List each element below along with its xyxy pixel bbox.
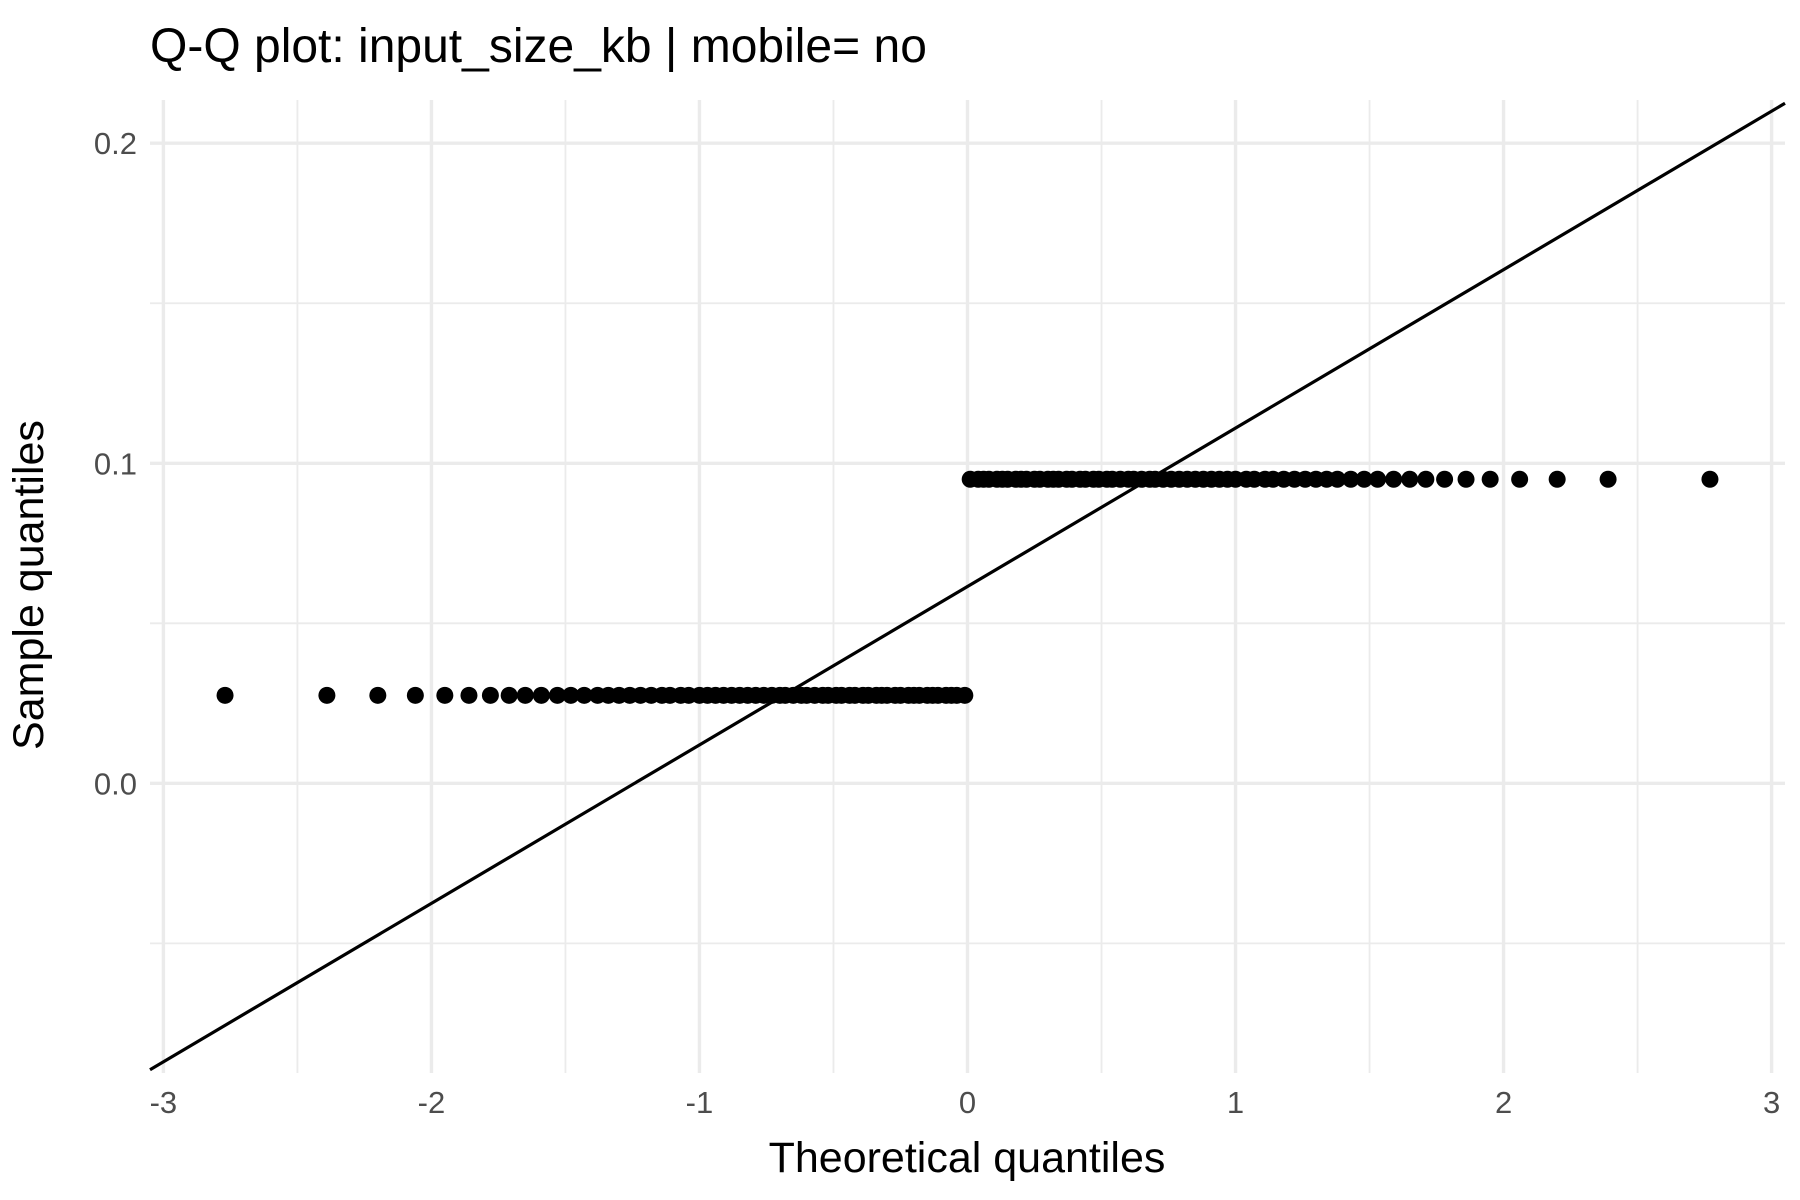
qq-point — [548, 686, 566, 704]
qq-point — [562, 686, 580, 704]
qq-point — [1701, 470, 1719, 488]
x-tick-label: 0 — [959, 1085, 976, 1120]
qq-reference-line — [149, 101, 1786, 1072]
qq-point — [575, 686, 593, 704]
qq-point — [1328, 470, 1346, 488]
points-layer — [216, 470, 1719, 704]
y-axis-title: Sample quantiles — [5, 420, 53, 750]
qq-point — [1355, 470, 1373, 488]
qq-point — [1599, 470, 1617, 488]
x-axis-title: Theoretical quantiles — [769, 1134, 1166, 1182]
qq-point — [516, 686, 534, 704]
x-tick-label: -3 — [150, 1085, 178, 1120]
y-tick-label: 0.0 — [94, 766, 137, 801]
qq-point — [436, 686, 454, 704]
qq-point — [1481, 470, 1499, 488]
y-tick-label: 0.1 — [94, 446, 137, 481]
tick-label-layer: -3 -2 -1 0 1 2 3 0.0 0.1 0.2 — [94, 126, 1780, 1120]
qq-point — [1436, 470, 1454, 488]
qq-point — [460, 686, 478, 704]
qq-point — [956, 686, 974, 704]
x-tick-label: -1 — [686, 1085, 714, 1120]
qq-point — [1548, 470, 1566, 488]
qq-point — [1457, 470, 1475, 488]
x-tick-label: 3 — [1763, 1085, 1780, 1120]
reference-line-layer — [149, 101, 1786, 1072]
qq-point — [532, 686, 550, 704]
x-tick-label: 2 — [1495, 1085, 1512, 1120]
x-tick-label: -2 — [418, 1085, 446, 1120]
qq-point — [369, 686, 387, 704]
qq-point — [1369, 470, 1387, 488]
chart-title: Q-Q plot: input_size_kb | mobile= no — [150, 20, 927, 73]
qq-point — [500, 686, 518, 704]
qq-point — [216, 686, 234, 704]
qq-point — [1385, 470, 1403, 488]
qq-point — [1511, 470, 1529, 488]
qq-point — [1342, 470, 1360, 488]
qq-point — [1401, 470, 1419, 488]
qq-point — [318, 686, 336, 704]
x-tick-label: 1 — [1227, 1085, 1244, 1120]
y-tick-label: 0.2 — [94, 126, 137, 161]
qq-point — [1417, 470, 1435, 488]
qq-point — [406, 686, 424, 704]
qq-point — [481, 686, 499, 704]
